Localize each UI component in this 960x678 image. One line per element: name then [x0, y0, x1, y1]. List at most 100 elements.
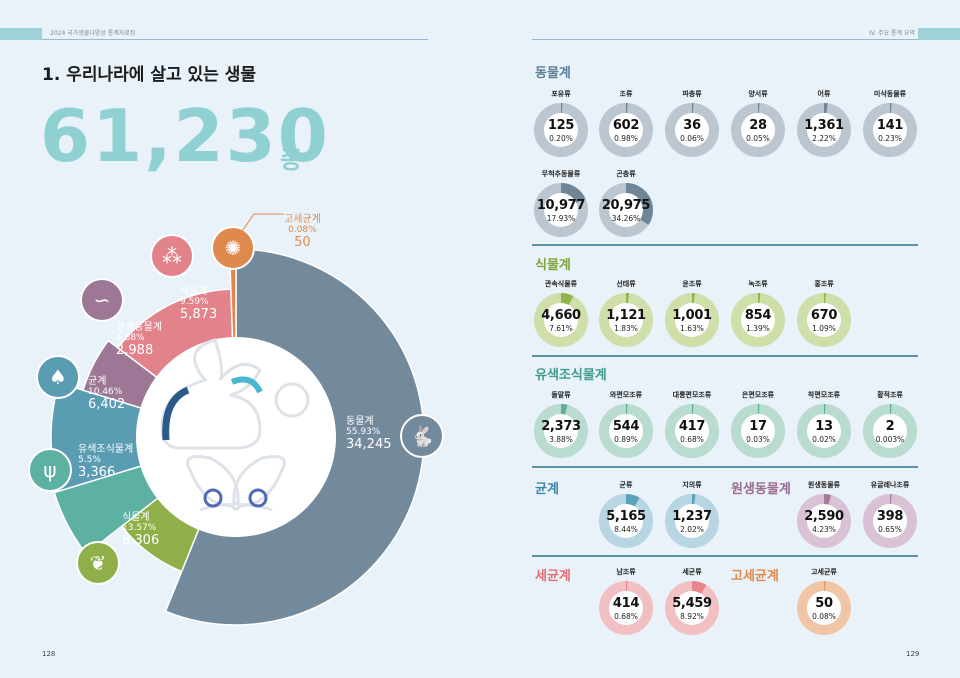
donut-count: 5,165 — [606, 509, 646, 524]
donut-count: 13 — [815, 419, 833, 434]
page-number-left: 128 — [42, 650, 56, 658]
donut-ring — [863, 103, 917, 157]
donut-label: 홍조류 — [814, 280, 834, 288]
donut-percent: 0.08% — [812, 612, 836, 621]
donut-count: 28 — [749, 118, 767, 133]
section-title-chromista: 유색조식물계 — [535, 368, 607, 383]
donut-chromista-0: 돌말류 2,373 3.88% — [533, 391, 589, 459]
donut-animal-6: 무척추동물류 10,977 17.93% — [533, 170, 589, 238]
donut-value-arc — [797, 404, 851, 458]
donut-percent: 0.03% — [746, 435, 770, 444]
svg-text:⁂: ⁂ — [162, 244, 182, 268]
donut-count: 670 — [810, 308, 838, 323]
donut-ring — [731, 293, 785, 347]
donut-value-arc — [665, 494, 719, 548]
donut-value-arc — [797, 103, 851, 157]
donut-animal-3: 양서류 28 0.05% — [730, 90, 786, 158]
donut-label: 대롱편모조류 — [672, 391, 712, 399]
donut-percent: 1.63% — [680, 324, 704, 333]
donut-plant-4: 홍조류 670 1.09% — [796, 280, 852, 348]
donut-ring — [797, 293, 851, 347]
segment-count: 3,366 — [78, 465, 116, 480]
donut-percent: 1.09% — [812, 324, 836, 333]
section-title-animal: 동물계 — [535, 66, 571, 81]
section-title-archaea: 고세균계 — [731, 569, 779, 584]
donut-value-arc — [534, 103, 588, 157]
virus-icon: ✺ — [211, 226, 255, 270]
donut-percent: 34.26% — [611, 214, 641, 223]
center-accent-circle-right — [248, 488, 268, 508]
donut-value-arc — [797, 293, 851, 347]
section-title-protozoa: 원생동물계 — [731, 482, 791, 497]
donut-animal-0: 포유류 125 0.20% — [533, 90, 589, 158]
donut-chromista-1: 와편모조류 544 0.89% — [598, 391, 654, 459]
donut-label: 윤조류 — [682, 280, 702, 288]
segment-name: 식물계 — [122, 512, 150, 523]
segment-percent: 9.59% — [180, 297, 209, 307]
donut-ring — [599, 581, 653, 635]
segment-count: 5,873 — [180, 307, 218, 322]
donut-label: 원생동물류 — [807, 481, 841, 489]
donut-chromista-2: 대롱편모조류 417 0.68% — [664, 391, 720, 459]
section-divider — [532, 555, 918, 557]
donut-count: 417 — [678, 419, 706, 434]
donut-percent: 0.23% — [878, 134, 902, 143]
segment-label-fungi: 균계 10.46% 6,402 — [88, 372, 125, 412]
segment-label-chromista: 유색조식물계 5.5% 3,366 — [78, 440, 133, 480]
donut-ring — [731, 103, 785, 157]
donut-label: 파충류 — [682, 90, 702, 98]
donut-animal-7: 곤충류 20,975 34.26% — [598, 170, 654, 238]
donut-value-arc — [797, 581, 851, 635]
donut-value-arc — [599, 581, 653, 635]
segment-label-bacteria: 세균계 9.59% 5,873 — [180, 282, 217, 322]
donut-chromista-4: 착편모조류 13 0.02% — [796, 391, 852, 459]
section-title-bacteria: 세균계 — [535, 569, 571, 584]
donut-percent: 1.39% — [746, 324, 770, 333]
donut-value-arc — [797, 494, 851, 548]
donut-bacteria-1: 세균류 5,459 8.92% — [664, 568, 720, 636]
donut-label: 착편모조류 — [807, 391, 841, 399]
center-accent-blue — [162, 386, 190, 441]
donut-count: 1,121 — [606, 308, 646, 323]
donut-animal-2: 파충류 36 0.06% — [664, 90, 720, 158]
donut-label: 은편모조류 — [741, 391, 775, 399]
donut-ring — [599, 183, 653, 237]
header-right-line — [532, 39, 918, 40]
donut-ring — [534, 103, 588, 157]
donut-animal-5: 미삭동물류 141 0.23% — [862, 90, 918, 158]
donut-value-arc — [599, 103, 653, 157]
donut-value-arc — [731, 404, 785, 458]
donut-percent: 2.22% — [812, 134, 836, 143]
segment-name: 균계 — [88, 376, 107, 387]
segment-percent: 0.08% — [288, 225, 317, 235]
header-right-bar — [918, 28, 960, 40]
donut-percent: 0.02% — [812, 435, 836, 444]
protozoa-icon: ∽ — [80, 278, 124, 322]
donut-ring — [797, 494, 851, 548]
donut-ring — [599, 404, 653, 458]
donut-count: 2,590 — [804, 509, 844, 524]
donut-archaea-0: 고세균류 50 0.08% — [796, 568, 852, 636]
segment-label-protozoa: 원생동물계 4.88% 2,988 — [116, 318, 162, 358]
section-divider — [532, 244, 918, 246]
donut-count: 5,459 — [672, 596, 712, 611]
donut-value-arc — [599, 183, 653, 237]
donut-percent: 0.68% — [614, 612, 638, 621]
donut-label: 고세균류 — [811, 568, 837, 576]
donut-count: 1,001 — [672, 308, 712, 323]
donut-label: 어류 — [817, 90, 831, 98]
segment-count: 8,306 — [122, 533, 160, 548]
section-title-plant: 식물계 — [535, 258, 571, 273]
segment-name: 유색조식물계 — [78, 444, 134, 455]
donut-fungi-1: 지의류 1,237 2.02% — [664, 481, 720, 549]
donut-value-arc — [665, 581, 719, 635]
donut-percent: 3.88% — [549, 435, 573, 444]
donut-percent: 4.23% — [812, 525, 836, 534]
donut-count: 20,975 — [601, 198, 651, 213]
segment-percent: 4.88% — [116, 333, 145, 343]
mushroom-icon: ♠ — [36, 355, 80, 399]
donut-label: 포유류 — [551, 90, 571, 98]
donut-ring — [665, 494, 719, 548]
donut-value-arc — [599, 293, 653, 347]
donut-ring — [599, 293, 653, 347]
